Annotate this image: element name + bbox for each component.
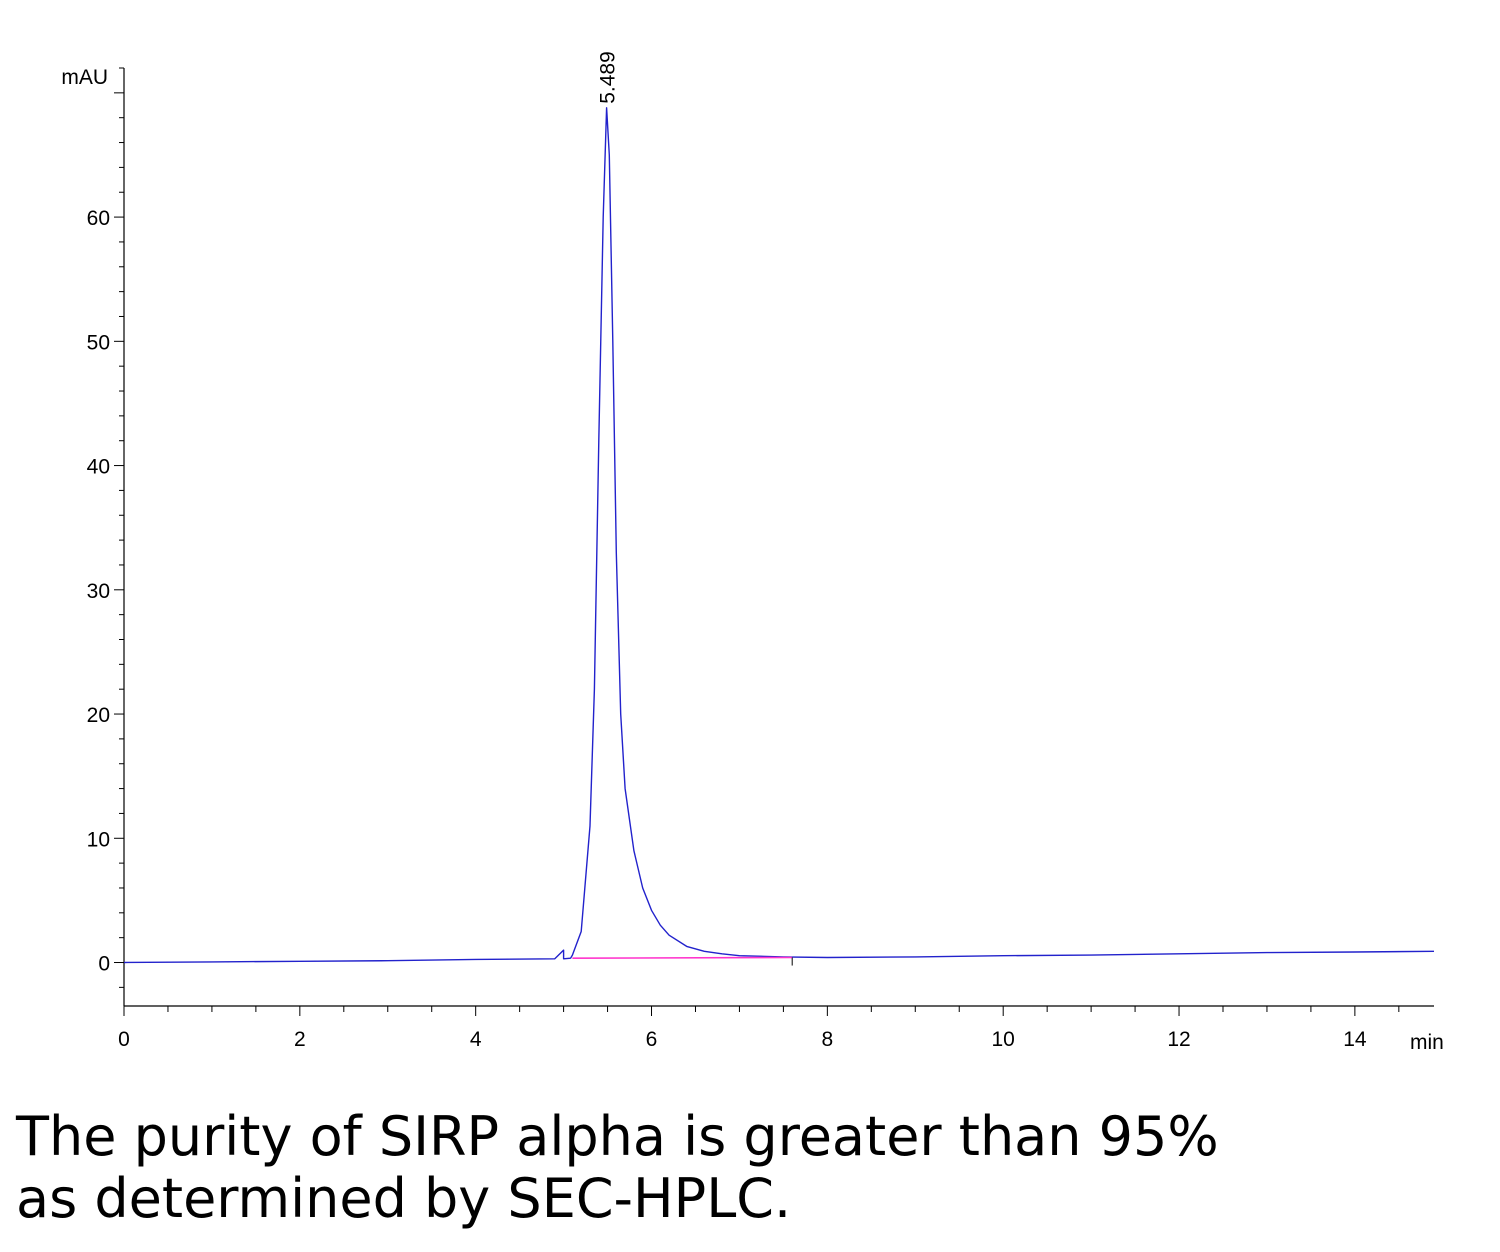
caption-line-1: The purity of SIRP alpha is greater than… xyxy=(16,1105,1219,1168)
baseline-trace xyxy=(572,956,793,960)
caption-text: The purity of SIRP alpha is greater than… xyxy=(16,1106,1476,1230)
x-tick-label: 8 xyxy=(822,1028,834,1051)
x-tick-label: 6 xyxy=(646,1028,658,1051)
caption-line-2: as determined by SEC-HPLC. xyxy=(16,1167,792,1230)
y-tick-label: 10 xyxy=(87,828,110,851)
series-layer xyxy=(123,107,1435,966)
chromatogram-chart: 0 10 20 30 40 50 60 0 2 4 6 8 10 12 14 mAU min 5.489 xyxy=(61,51,1444,1054)
x-tick-label: 0 xyxy=(118,1028,130,1051)
x-tick-label: 12 xyxy=(1167,1028,1190,1051)
x-tick-label: 4 xyxy=(470,1028,482,1051)
y-tick-label: 60 xyxy=(87,207,110,230)
x-tick-label: 2 xyxy=(294,1028,306,1051)
x-axis-unit-label: min xyxy=(1410,1031,1444,1054)
axes-layer: 0 10 20 30 40 50 60 0 2 4 6 8 10 12 14 xyxy=(87,67,1434,1051)
peak-retention-label: 5.489 xyxy=(597,51,620,104)
y-tick-label: 20 xyxy=(87,704,110,727)
x-tick-label: 14 xyxy=(1343,1028,1367,1051)
x-tick-label: 10 xyxy=(992,1028,1015,1051)
y-tick-label: 30 xyxy=(87,580,110,603)
y-tick-label: 40 xyxy=(87,456,110,479)
chromatogram-trace xyxy=(123,107,1435,964)
y-tick-label: 50 xyxy=(87,331,110,354)
y-tick-label: 0 xyxy=(98,953,110,976)
y-axis-unit-label: mAU xyxy=(61,66,108,89)
